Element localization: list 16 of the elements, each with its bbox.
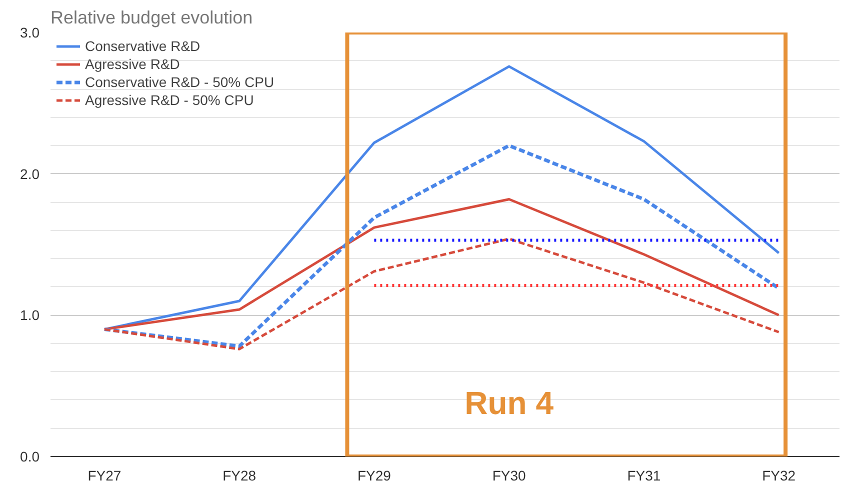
x-tick-label: FY29 [357,468,392,484]
y-tick-label: 3.0 [20,24,40,40]
y-tick-label: 1.0 [20,307,40,324]
y-tick-label: 2.0 [20,166,40,182]
x-tick-label: FY28 [222,468,256,484]
annotation: Run 4 [464,385,554,422]
legend-label: Agressive R&D [85,56,180,72]
legend-label: Conservative R&D - 50% CPU [85,74,274,90]
x-tick-label: FY30 [492,468,526,484]
x-tick-label: FY32 [762,468,796,484]
legend-label: Agressive R&D - 50% CPU [85,92,254,108]
chart-title: Relative budget evolution [50,8,253,28]
legend-label: Conservative R&D [85,38,200,54]
x-tick-label: FY31 [627,468,661,484]
x-tick-label: FY27 [88,468,122,484]
y-tick-label: 0.0 [20,448,40,464]
